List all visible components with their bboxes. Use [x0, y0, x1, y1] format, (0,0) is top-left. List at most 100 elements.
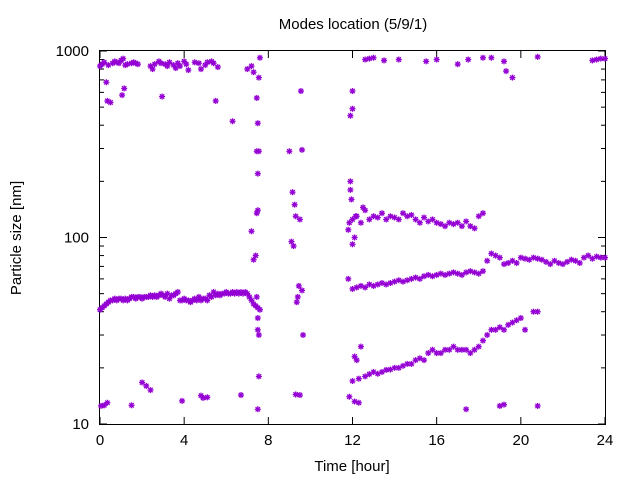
- data-point: [296, 216, 303, 223]
- data-point: [416, 219, 423, 226]
- data-point: [149, 66, 156, 73]
- data-point: [593, 253, 600, 260]
- x-tick-label: 4: [180, 432, 188, 449]
- data-point: [124, 61, 131, 68]
- data-point: [400, 210, 406, 217]
- data-point: [505, 259, 512, 266]
- data-point: [530, 308, 537, 315]
- x-axis-label: Time [hour]: [314, 458, 389, 475]
- data-point: [463, 218, 470, 225]
- data-point: [289, 189, 296, 196]
- data-point: [253, 94, 260, 101]
- data-point: [559, 261, 566, 268]
- data-point: [576, 259, 583, 266]
- data-point: [475, 343, 482, 350]
- data-point: [349, 216, 356, 223]
- data-point: [214, 64, 221, 71]
- data-point: [254, 406, 261, 413]
- x-tick-label: 24: [597, 432, 614, 449]
- data-point: [463, 406, 470, 413]
- data-point: [366, 216, 373, 223]
- data-point: [475, 213, 482, 220]
- data-point: [416, 275, 423, 282]
- data-point: [454, 219, 461, 226]
- data-point: [597, 254, 604, 261]
- data-point: [357, 219, 364, 226]
- data-point: [120, 55, 127, 62]
- data-point: [362, 373, 369, 380]
- data-point: [254, 170, 261, 177]
- data-point: [349, 105, 356, 112]
- y-tick-label: 100: [64, 230, 89, 247]
- data-point: [176, 63, 183, 70]
- chart-title: Modes location (5/9/1): [279, 16, 427, 33]
- data-point: [134, 61, 141, 68]
- data-point: [250, 69, 257, 76]
- data-point: [433, 56, 440, 63]
- data-point: [501, 58, 507, 65]
- x-tick-label: 12: [344, 432, 361, 449]
- data-point: [543, 258, 550, 265]
- data-point: [471, 346, 478, 353]
- x-tick-label: 0: [96, 432, 104, 449]
- data-point: [349, 241, 356, 248]
- data-point: [564, 258, 571, 265]
- data-point: [345, 226, 352, 233]
- data-point: [355, 375, 362, 382]
- data-point: [425, 350, 432, 357]
- data-point: [210, 60, 217, 67]
- data-point: [256, 54, 263, 61]
- data-point: [174, 289, 181, 296]
- data-point: [353, 357, 360, 364]
- data-point: [381, 57, 388, 64]
- data-point: [503, 68, 510, 75]
- data-point: [286, 148, 293, 155]
- x-axis-ticks: 0 4 8 12 16 20 24: [96, 51, 614, 449]
- x-tick-label: 20: [512, 432, 529, 449]
- data-point: [355, 399, 362, 406]
- data-point: [292, 391, 299, 398]
- data-point: [345, 275, 352, 282]
- data-point: [534, 255, 541, 262]
- data-point: [374, 214, 381, 221]
- data-point: [159, 93, 166, 100]
- data-point: [347, 178, 354, 185]
- data-point: [471, 225, 478, 232]
- data-point: [509, 319, 516, 326]
- data-point: [465, 56, 472, 63]
- data-point: [158, 60, 165, 67]
- data-point: [253, 293, 260, 300]
- data-point: [522, 255, 529, 262]
- data-point: [139, 379, 146, 386]
- data-point: [292, 213, 299, 220]
- data-point: [254, 315, 261, 322]
- data-point: [179, 397, 186, 404]
- data-point: [185, 67, 192, 74]
- data-point: [547, 261, 554, 268]
- data-point: [151, 61, 158, 68]
- data-point: [295, 282, 302, 289]
- data-point: [534, 308, 541, 315]
- data-point: [496, 254, 503, 261]
- data-point: [585, 252, 592, 259]
- data-point: [128, 402, 135, 409]
- data-point: [255, 148, 262, 155]
- data-point: [534, 53, 541, 60]
- data-point: [501, 261, 507, 268]
- data-point: [370, 54, 377, 61]
- data-point: [412, 216, 419, 223]
- data-point: [555, 259, 562, 266]
- data-point: [517, 315, 524, 322]
- data-point: [348, 196, 355, 203]
- data-point: [244, 66, 251, 73]
- data-point: [421, 214, 428, 221]
- data-point: [446, 346, 453, 353]
- data-point: [347, 112, 354, 119]
- data-point: [423, 58, 430, 65]
- data-point: [248, 63, 255, 70]
- data-point: [442, 223, 449, 230]
- data-point: [488, 326, 495, 333]
- data-point: [107, 99, 114, 106]
- data-point: [395, 216, 402, 223]
- y-axis-label: Particle size [nm]: [8, 181, 25, 295]
